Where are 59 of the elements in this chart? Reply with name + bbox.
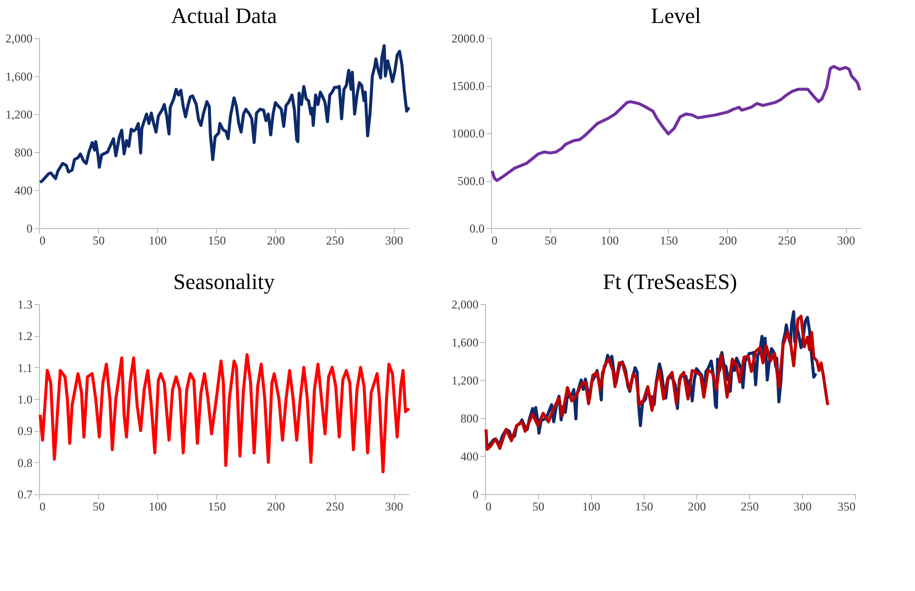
x-tick-label: 0	[40, 500, 46, 514]
y-tick-label: 0.9	[18, 424, 32, 438]
y-tick-label: 500.0	[458, 174, 484, 188]
x-tick-label: 300	[837, 234, 856, 248]
y-tick-label: 1.0	[18, 392, 32, 406]
x-tick-label: 50	[544, 234, 557, 248]
x-tick-label: 200	[266, 500, 285, 514]
x-tick-label: 50	[92, 234, 105, 248]
y-tick-label: 1.2	[18, 329, 32, 344]
line-series	[38, 44, 410, 184]
y-tick-label: 1,600	[452, 336, 478, 350]
x-tick-label: 350	[838, 500, 856, 514]
y-tick-label: 1500.0	[452, 79, 484, 93]
x-tick-label: 50	[92, 500, 105, 514]
x-tick-label: 150	[208, 500, 226, 514]
x-tick-label: 150	[635, 500, 654, 514]
y-tick-label: 400	[14, 184, 32, 198]
y-tick-label: 0	[26, 222, 32, 236]
y-tick-label: 0.8	[18, 456, 32, 470]
line-series	[490, 65, 862, 182]
y-tick-label: 0.0	[470, 222, 484, 236]
y-tick-label: 1.1	[18, 360, 32, 375]
y-tick-label: 1.3	[18, 298, 32, 312]
y-tick-label: 2000.0	[452, 32, 484, 46]
chart-title: Level	[650, 3, 702, 28]
x-tick-label: 100	[600, 234, 619, 248]
chart-title: Seasonality	[173, 269, 275, 294]
x-tick-label: 250	[326, 234, 344, 248]
x-tick-label: 150	[208, 234, 226, 248]
x-tick-label: 300	[385, 500, 404, 514]
x-tick-label: 150	[660, 234, 678, 248]
x-tick-label: 250	[740, 500, 759, 514]
y-tick-label: 0.7	[18, 488, 32, 502]
x-tick-label: 100	[582, 500, 600, 514]
y-tick-label: 1000.0	[452, 126, 484, 140]
chart-title: Actual Data	[171, 3, 278, 28]
x-tick-label: 100	[148, 500, 167, 514]
x-tick-label: 0	[492, 234, 498, 248]
y-tick-label: 400	[460, 450, 478, 464]
x-tick-label: 250	[326, 500, 344, 514]
y-tick-label: 2,000	[6, 32, 32, 46]
y-tick-label: 1,200	[452, 374, 478, 388]
x-tick-label: 200	[718, 234, 737, 248]
x-tick-label: 100	[148, 234, 167, 248]
y-tick-label: 1,200	[6, 108, 32, 122]
y-tick-label: 800	[460, 412, 478, 426]
x-tick-label: 300	[385, 234, 404, 248]
x-tick-label: 200	[266, 234, 285, 248]
chart-title: Ft (TreSeasES)	[602, 269, 738, 294]
x-tick-label: 50	[532, 500, 544, 514]
x-tick-label: 0	[40, 234, 46, 248]
y-tick-label: 1,600	[6, 70, 32, 84]
y-tick-label: 2,000	[452, 298, 478, 312]
x-tick-label: 200	[688, 500, 706, 514]
x-tick-label: 300	[794, 500, 812, 514]
y-tick-label: 0	[472, 488, 478, 502]
line-series	[38, 353, 410, 474]
y-tick-label: 800	[14, 146, 32, 160]
x-tick-label: 250	[778, 234, 796, 248]
